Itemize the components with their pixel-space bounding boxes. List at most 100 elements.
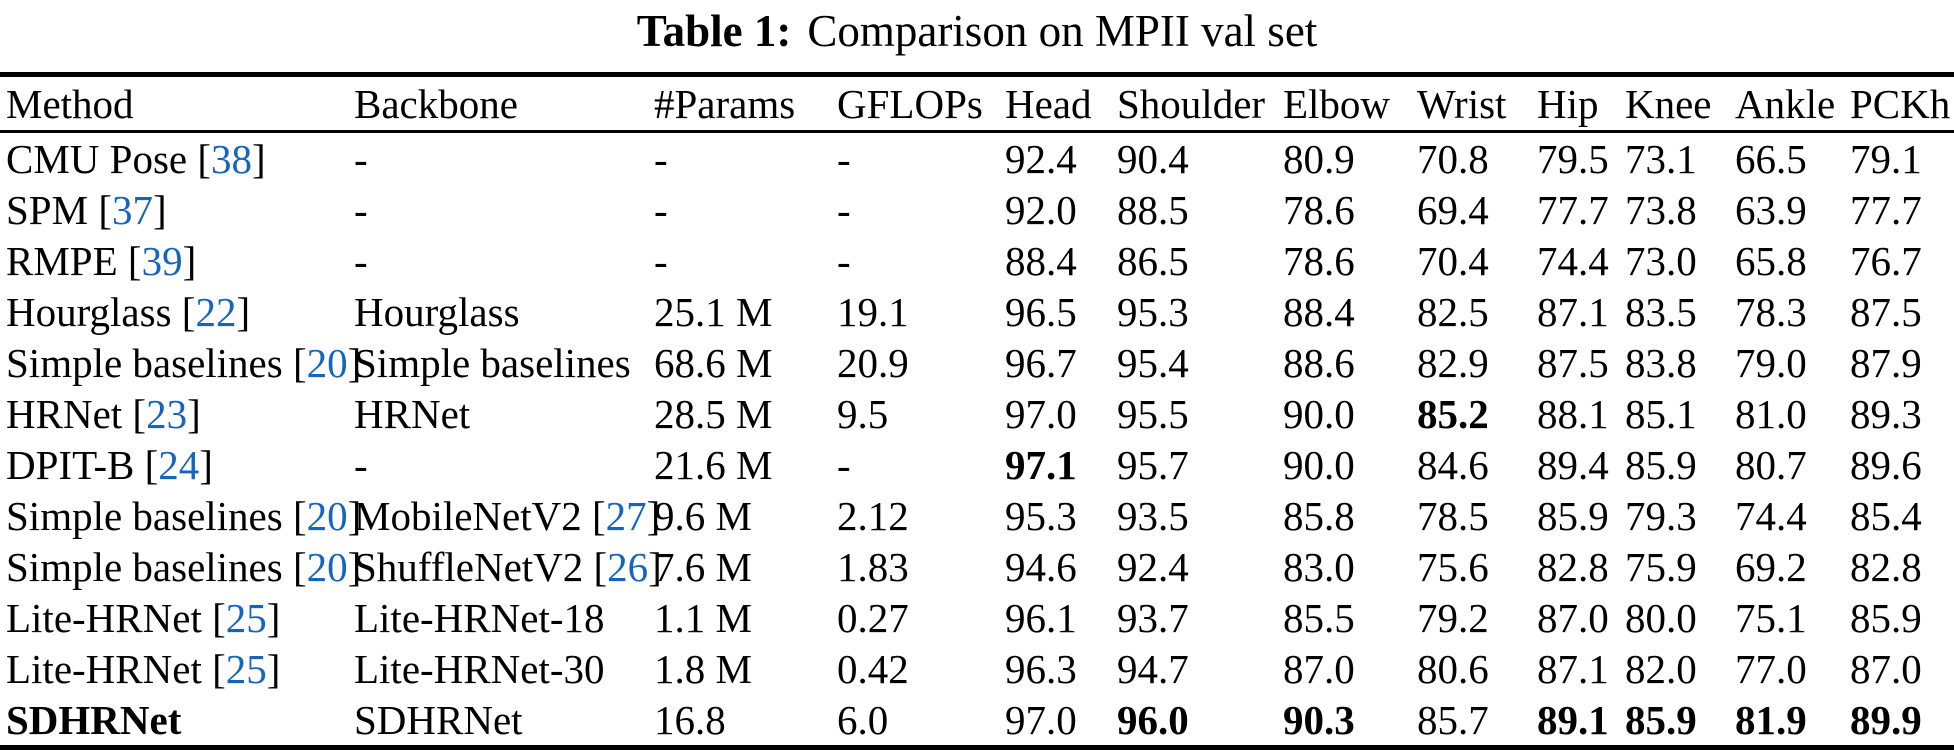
metric-value-hip: 88.1 bbox=[1537, 390, 1609, 437]
metric-value-hip: 85.9 bbox=[1537, 492, 1609, 539]
metric-value-head: 92.4 bbox=[1005, 135, 1077, 182]
citation-link[interactable]: 20 bbox=[306, 492, 348, 539]
metric-value-shoulder: 96.0 bbox=[1117, 696, 1189, 743]
metric-value-shoulder: 92.4 bbox=[1117, 543, 1189, 590]
gflops-cell: 1.83 bbox=[837, 543, 909, 590]
metric-value-hip: 89.1 bbox=[1537, 696, 1609, 743]
metric-value-head: 95.3 bbox=[1005, 492, 1077, 539]
citation-link[interactable]: 26 bbox=[607, 543, 649, 590]
method-name: Lite-HRNet bbox=[6, 645, 202, 692]
metric-value-knee: 79.3 bbox=[1625, 492, 1697, 539]
table-row: Simple baselines [20] MobileNetV2 [27] 9.6… bbox=[0, 490, 1954, 541]
method-name: Lite-HRNet bbox=[6, 594, 202, 641]
backbone-cell: MobileNetV2 [27] bbox=[354, 490, 660, 541]
method-cell: RMPE [39] bbox=[0, 235, 354, 286]
metric-value-knee: 73.0 bbox=[1625, 237, 1697, 284]
metric-value-ankle: 77.0 bbox=[1735, 645, 1807, 692]
citation-bracket-right: ] bbox=[252, 135, 266, 182]
params-cell: 28.5 M bbox=[654, 390, 773, 437]
citation-bracket-right: ] bbox=[152, 186, 167, 233]
table-row: SDHRNet SDHRNet 16.8 6.0 97.0 96.0 90.3 85.7 89.… bbox=[0, 694, 1954, 748]
metric-value-elbow: 78.6 bbox=[1283, 186, 1355, 233]
citation: [25] bbox=[202, 594, 280, 641]
metric-value-knee: 83.5 bbox=[1625, 288, 1697, 335]
method-cell: CMU Pose [38] bbox=[0, 132, 354, 185]
metric-value-wrist: 82.5 bbox=[1417, 288, 1489, 335]
citation-bracket-right: ] bbox=[187, 390, 201, 437]
metric-value-ankle: 65.8 bbox=[1735, 237, 1807, 284]
gflops-cell: - bbox=[837, 441, 851, 488]
params-cell: - bbox=[654, 135, 668, 182]
params-cell: - bbox=[654, 237, 668, 284]
citation: [24] bbox=[134, 442, 213, 488]
citation-link[interactable]: 24 bbox=[158, 441, 200, 488]
citation-link[interactable]: 22 bbox=[195, 288, 237, 335]
citation-link[interactable]: 27 bbox=[605, 492, 647, 539]
backbone-cell: SDHRNet bbox=[354, 694, 654, 748]
citation-bracket-right: ] bbox=[182, 237, 197, 284]
backbone-cell: - bbox=[354, 132, 654, 185]
citation-link[interactable]: 38 bbox=[211, 135, 253, 182]
metric-value-head: 97.0 bbox=[1005, 696, 1077, 743]
metric-value-elbow: 90.0 bbox=[1283, 390, 1355, 437]
method-name: Hourglass bbox=[6, 288, 172, 335]
method-name: CMU Pose bbox=[6, 135, 188, 182]
citation: [26] bbox=[583, 544, 662, 590]
column-header-wrist: Wrist bbox=[1417, 74, 1537, 133]
metric-value-hip: 87.1 bbox=[1537, 288, 1609, 335]
params-cell: 7.6 M bbox=[654, 543, 752, 590]
table-row: Simple baselines [20] Simple baselines 68.… bbox=[0, 337, 1954, 388]
citation-link[interactable]: 39 bbox=[141, 237, 183, 284]
citation-bracket-left: [ bbox=[117, 237, 142, 284]
method-cell: Simple baselines [20] bbox=[0, 337, 361, 388]
metric-value-shoulder: 95.5 bbox=[1117, 390, 1189, 437]
method-name: SDHRNet bbox=[6, 696, 182, 743]
citation-bracket-right: ] bbox=[266, 645, 281, 692]
metric-value-wrist: 75.6 bbox=[1417, 543, 1489, 590]
metric-value-head: 88.4 bbox=[1005, 237, 1077, 284]
method-cell: SDHRNet bbox=[0, 694, 354, 748]
citation-link[interactable]: 23 bbox=[146, 390, 188, 437]
metric-value-shoulder: 90.4 bbox=[1117, 135, 1189, 182]
citation-link[interactable]: 37 bbox=[111, 186, 153, 233]
metric-value-ankle: 79.0 bbox=[1735, 339, 1807, 386]
metric-value-knee: 73.1 bbox=[1625, 135, 1697, 182]
metric-value-ankle: 75.1 bbox=[1735, 594, 1807, 641]
backbone-name: MobileNetV2 bbox=[354, 492, 582, 539]
backbone-cell: - bbox=[354, 184, 654, 235]
metric-value-knee: 73.8 bbox=[1625, 186, 1697, 233]
backbone-cell: - bbox=[354, 235, 654, 286]
citation-bracket-left: [ bbox=[122, 390, 147, 437]
citation-bracket-right: ] bbox=[347, 339, 362, 386]
citation: [39] bbox=[117, 237, 197, 284]
params-cell: 16.8 bbox=[654, 696, 726, 743]
backbone-cell: ShuffleNetV2 [26] bbox=[354, 541, 662, 592]
citation-link[interactable]: 20 bbox=[306, 543, 348, 590]
metric-value-hip: 87.1 bbox=[1537, 645, 1609, 692]
citation-bracket-left: [ bbox=[201, 645, 226, 692]
metric-value-elbow: 88.4 bbox=[1283, 288, 1355, 335]
metric-value-hip: 79.5 bbox=[1537, 135, 1609, 182]
metric-value-knee: 82.0 bbox=[1625, 645, 1697, 692]
metric-value-head: 96.3 bbox=[1005, 645, 1077, 692]
column-header-knee: Knee bbox=[1625, 74, 1735, 133]
citation-link[interactable]: 20 bbox=[306, 339, 348, 386]
citation-link[interactable]: 25 bbox=[225, 594, 267, 641]
column-header-method: Method bbox=[0, 74, 354, 133]
citation-link[interactable]: 25 bbox=[225, 645, 267, 692]
backbone-name: ShuffleNetV2 bbox=[354, 543, 584, 590]
metric-value-elbow: 83.0 bbox=[1283, 543, 1355, 590]
metric-value-head: 94.6 bbox=[1005, 543, 1077, 590]
gflops-cell: - bbox=[837, 237, 851, 284]
gflops-cell: 19.1 bbox=[837, 288, 909, 335]
method-cell: Lite-HRNet [25] bbox=[0, 592, 354, 643]
params-cell: 68.6 M bbox=[654, 339, 773, 386]
metric-value-ankle: 81.9 bbox=[1735, 696, 1807, 743]
metric-value-wrist: 70.8 bbox=[1417, 135, 1489, 182]
metric-value-pckh: 89.9 bbox=[1850, 696, 1922, 743]
table-caption-text: Comparison on MPII val set bbox=[807, 6, 1318, 56]
metric-value-wrist: 85.2 bbox=[1417, 390, 1489, 437]
metric-value-ankle: 63.9 bbox=[1735, 186, 1807, 233]
table-row: Lite-HRNet [25] Lite-HRNet-18 1.1 M 0.27 96.… bbox=[0, 592, 1954, 643]
metric-value-pckh: 87.5 bbox=[1850, 288, 1922, 335]
